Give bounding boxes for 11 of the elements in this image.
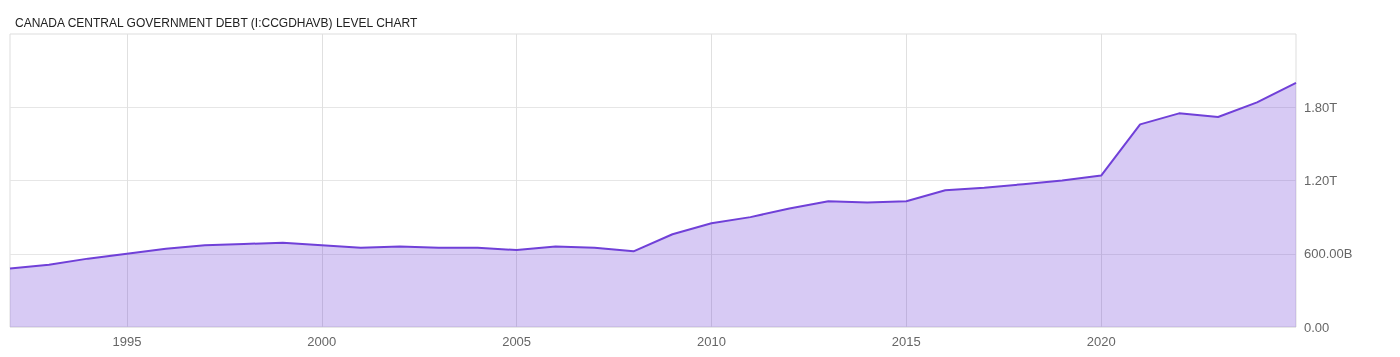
x-tick-label: 1995 xyxy=(112,334,142,349)
y-tick-label: 0.00 xyxy=(1304,319,1330,335)
x-tick-label: 2010 xyxy=(696,334,726,349)
x-tick-label: 2000 xyxy=(307,334,337,349)
y-tick-label: 1.20T xyxy=(1304,173,1338,188)
chart-title: CANADA CENTRAL GOVERNMENT DEBT (I:CCGDHAVB) LEVEL CHART xyxy=(15,16,418,30)
y-tick-label: 1.80T xyxy=(1304,99,1338,115)
y-tick-label: 600.00B xyxy=(1304,246,1353,262)
x-tick-label: 2005 xyxy=(502,334,532,349)
x-tick-label: 2015 xyxy=(891,334,921,349)
x-tick-label: 2020 xyxy=(1086,334,1116,349)
